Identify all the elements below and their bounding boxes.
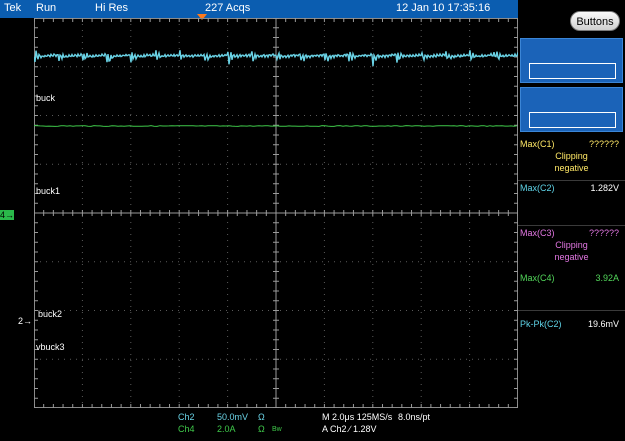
measurement-max-c1[interactable]: Max(C1) ?????? Clipping negative [518,136,625,180]
ch2-waveform [34,50,518,67]
side-menu-field-1[interactable] [529,63,616,79]
channel-label-vbuck3: vbuck3 [36,342,65,352]
measurement-name: Max(C3) [520,228,555,238]
buttons-button[interactable]: Buttons [570,11,620,31]
waveform-display[interactable] [34,18,518,408]
divider [518,310,625,311]
measurement-max-c3[interactable]: Max(C3) ?????? Clipping negative [518,225,625,269]
readout-footer: Ch2 50.0mV Ω Ch4 2.0A Ω Bw M 2.0μs 125MS… [0,408,518,441]
measurement-status: Clipping [555,240,588,250]
ch4-coupling: Ω [258,424,265,434]
ch4-ground-marker[interactable]: 4→ [0,210,15,220]
measurement-value: 1.282V [590,183,619,193]
measurement-value: ?????? [588,228,619,238]
ch4-label[interactable]: Ch4 [178,424,195,434]
channel-label-buck: buck [36,93,56,103]
status-bar: Tek Run Hi Res 227 Acqs 12 Jan 10 17:35:… [0,0,518,18]
side-menu-box-1[interactable] [520,38,623,83]
measurement-pkpk-c2[interactable]: Pk-Pk(C2) 19.6mV [518,316,625,336]
brand-label: Tek [4,2,22,14]
measurement-name: Max(C2) [520,183,555,193]
timestamp: 12 Jan 10 17:35:16 [396,2,491,14]
channel-label-buck1: buck1 [36,186,61,196]
measurement-max-c2[interactable]: Max(C2) 1.282V [518,180,625,200]
measurement-value: 19.6mV [587,319,619,329]
measurement-max-c4[interactable]: Max(C4) 3.92A [518,270,625,290]
ch2-label[interactable]: Ch2 [178,412,195,422]
run-state: Run [36,2,57,14]
trigger-readout[interactable]: A Ch2 ∕ 1.28V [322,424,377,434]
measurement-value: ?????? [588,139,619,149]
ch4-scale[interactable]: 2.0A [217,424,236,434]
side-menu-field-2[interactable] [529,112,616,128]
graticule [34,18,518,408]
measurement-status: negative [554,252,589,262]
bandwidth-limit-icon: Bw [272,426,282,433]
measurement-name: Max(C1) [520,139,555,149]
acquisition-mode: Hi Res [95,2,129,14]
channel-label-buck2: buck2 [38,309,63,319]
timebase-readout[interactable]: M 2.0μs 125MS/s [322,412,393,422]
divider [518,225,625,226]
divider [518,180,625,181]
ch2-scale[interactable]: 50.0mV [217,412,249,422]
measurement-status: Clipping [555,151,588,161]
measurement-status: negative [554,163,589,173]
resolution-readout: 8.0ns/pt [398,412,431,422]
ch2-coupling: Ω [258,412,265,422]
acquisition-count: 227 Acqs [205,2,251,14]
side-menu-box-2[interactable] [520,87,623,132]
trigger-position-icon[interactable] [197,14,207,20]
ch2-ground-marker[interactable]: 2→ [18,316,33,326]
measurement-name: Pk-Pk(C2) [520,319,562,329]
measurement-value: 3.92A [595,273,619,283]
measurement-name: Max(C4) [520,273,555,283]
ch4-waveform [34,125,518,127]
